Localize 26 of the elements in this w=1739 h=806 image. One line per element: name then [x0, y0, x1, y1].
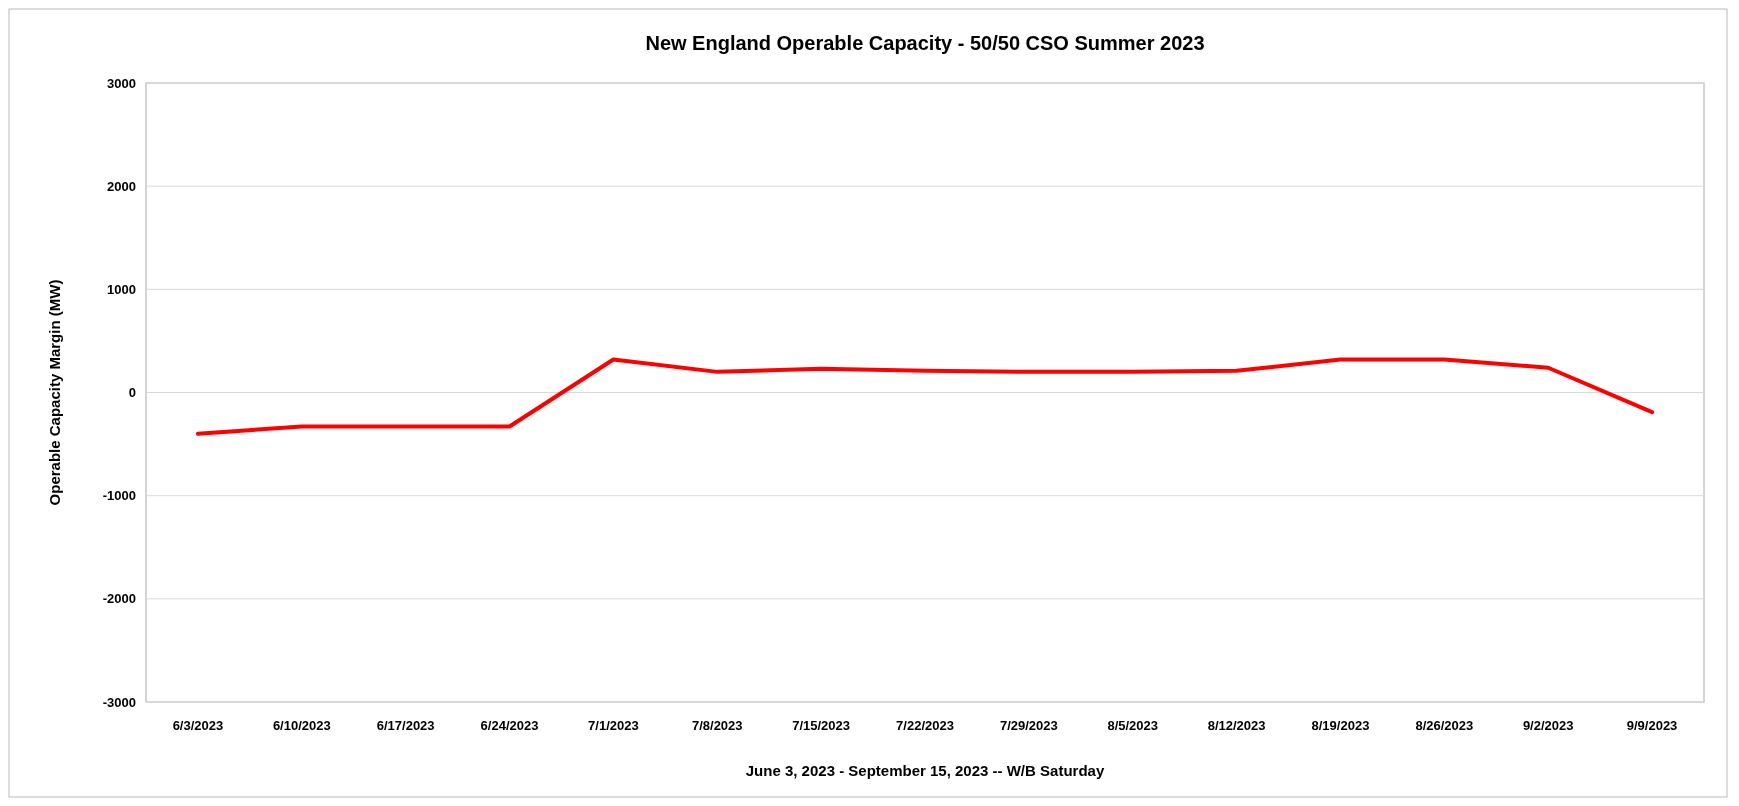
x-tick-label: 6/24/2023 [480, 718, 539, 733]
x-tick-label: 8/19/2023 [1311, 718, 1370, 733]
x-tick-label: 7/15/2023 [792, 718, 851, 733]
x-tick-label: 7/8/2023 [691, 718, 743, 733]
x-tick-label: 7/1/2023 [588, 718, 639, 733]
chart-title: New England Operable Capacity - 50/50 CSO Summer 2023 [645, 32, 1205, 54]
y-tick-label: -1000 [102, 488, 136, 504]
x-tick-label: 7/29/2023 [999, 718, 1058, 733]
y-tick-label: 1000 [107, 281, 136, 297]
y-tick-label: -2000 [102, 591, 136, 607]
y-tick-label: 3000 [107, 75, 136, 91]
x-tick-label: 6/3/2023 [172, 718, 224, 733]
x-tick-label: 6/10/2023 [272, 718, 331, 733]
line-series [195, 357, 1655, 436]
y-tick-label: -3000 [102, 694, 136, 710]
x-tick-label: 7/22/2023 [896, 718, 954, 733]
x-tick-label: 9/9/2023 [1626, 718, 1678, 733]
x-tick-label: 8/26/2023 [1415, 718, 1474, 733]
x-tick-label: 8/12/2023 [1207, 718, 1266, 733]
y-axis-title: Operable Capacity Margin (MW) [46, 279, 63, 506]
y-tick-label: 0 [128, 385, 136, 401]
x-tick-label: 8/5/2023 [1107, 718, 1159, 733]
x-axis-title: June 3, 2023 - September 15, 2023 -- W/B Saturday [745, 762, 1105, 779]
x-tick-label: 9/2/2023 [1522, 718, 1574, 733]
x-tick-label: 6/17/2023 [376, 718, 435, 733]
y-tick-label: 2000 [107, 178, 136, 194]
